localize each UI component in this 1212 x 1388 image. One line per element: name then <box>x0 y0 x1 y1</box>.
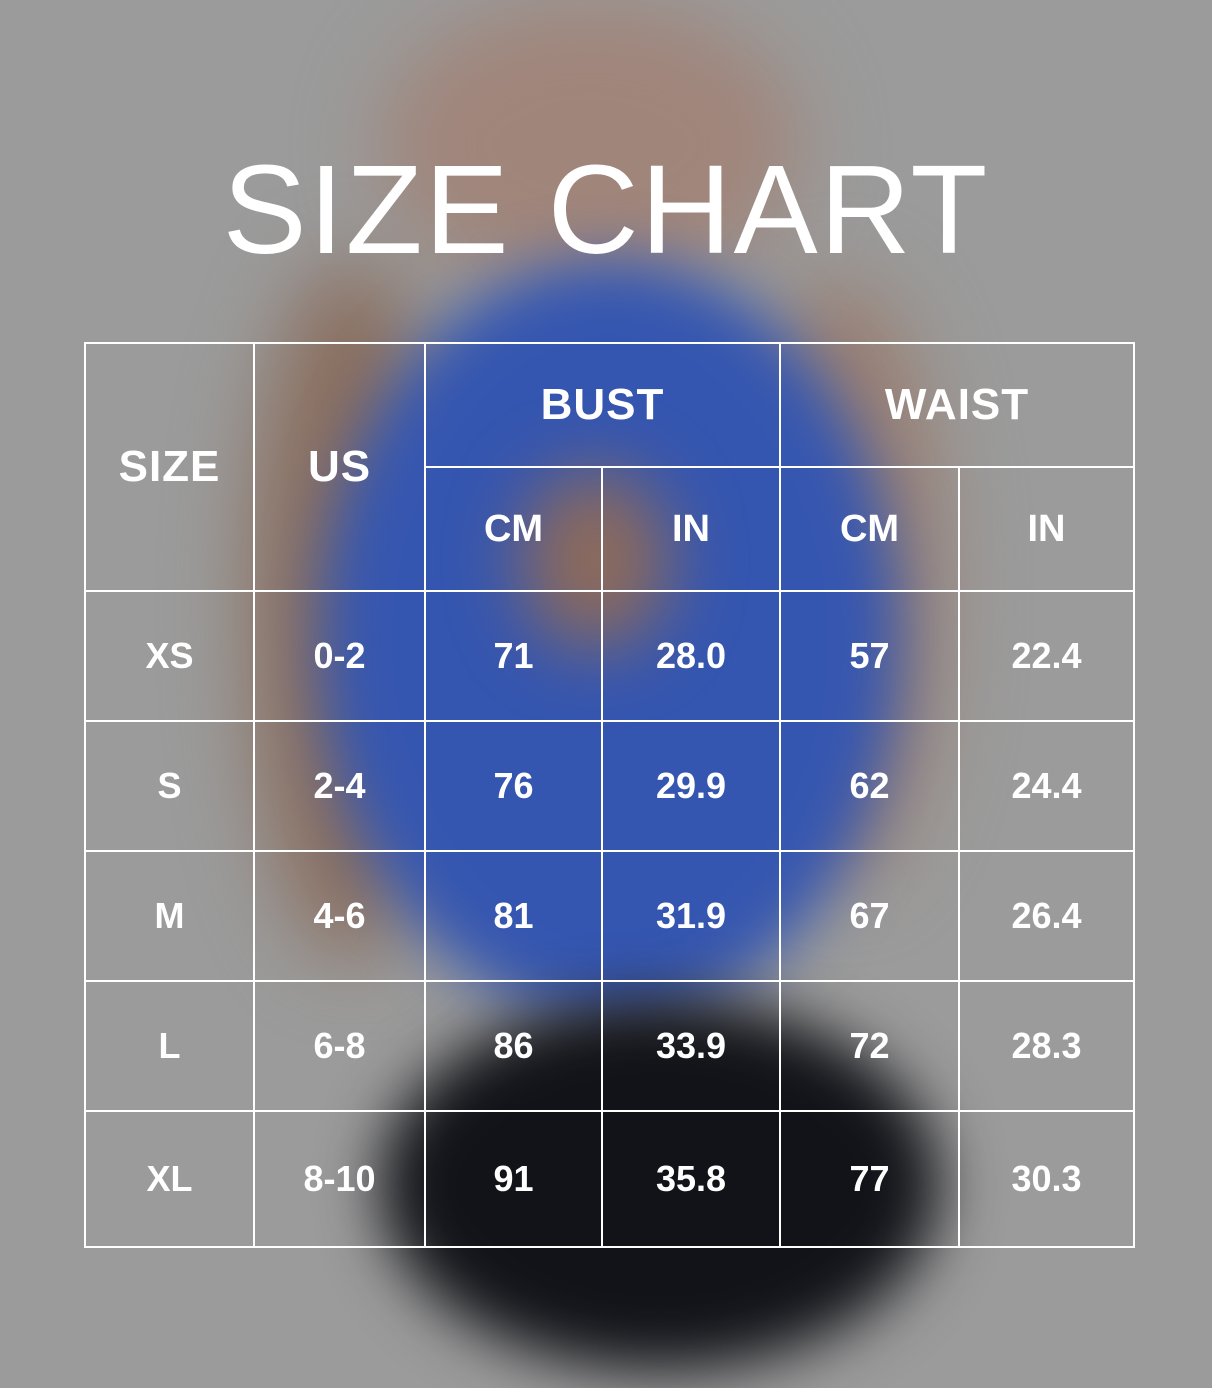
cell-waist-cm: 67 <box>779 850 960 982</box>
cell-waist-in: 24.4 <box>958 720 1135 852</box>
subheader-waist-cm: CM <box>779 466 960 592</box>
cell-waist-cm: 77 <box>779 1110 960 1248</box>
cell-us: 0-2 <box>253 590 426 722</box>
cell-bust-in: 29.9 <box>601 720 781 852</box>
cell-size: XL <box>84 1110 255 1248</box>
size-chart-table: SIZE US BUST WAIST CM IN CM IN XS 0-2 71 28… <box>84 342 1135 1248</box>
table-row: M 4-6 81 31.9 67 26.4 <box>84 850 1135 982</box>
cell-bust-cm: 81 <box>424 850 603 982</box>
cell-bust-cm: 91 <box>424 1110 603 1248</box>
cell-waist-in: 22.4 <box>958 590 1135 722</box>
table-row: S 2-4 76 29.9 62 24.4 <box>84 720 1135 852</box>
cell-bust-in: 31.9 <box>601 850 781 982</box>
cell-bust-in: 35.8 <box>601 1110 781 1248</box>
cell-waist-in: 26.4 <box>958 850 1135 982</box>
table-row: L 6-8 86 33.9 72 28.3 <box>84 980 1135 1112</box>
cell-bust-in: 28.0 <box>601 590 781 722</box>
subheader-waist-in: IN <box>958 466 1135 592</box>
cell-us: 4-6 <box>253 850 426 982</box>
cell-waist-cm: 57 <box>779 590 960 722</box>
table-row: XL 8-10 91 35.8 77 30.3 <box>84 1110 1135 1248</box>
cell-waist-in: 28.3 <box>958 980 1135 1112</box>
subheader-bust-cm: CM <box>424 466 603 592</box>
cell-size: M <box>84 850 255 982</box>
cell-size: XS <box>84 590 255 722</box>
cell-bust-cm: 86 <box>424 980 603 1112</box>
cell-waist-cm: 62 <box>779 720 960 852</box>
cell-us: 8-10 <box>253 1110 426 1248</box>
header-us: US <box>253 342 426 592</box>
cell-us: 6-8 <box>253 980 426 1112</box>
cell-bust-in: 33.9 <box>601 980 781 1112</box>
cell-waist-cm: 72 <box>779 980 960 1112</box>
header-waist: WAIST <box>779 342 1135 468</box>
cell-size: S <box>84 720 255 852</box>
cell-waist-in: 30.3 <box>958 1110 1135 1248</box>
table-row: XS 0-2 71 28.0 57 22.4 <box>84 590 1135 722</box>
header-bust: BUST <box>424 342 781 468</box>
page-title: SIZE CHART <box>222 139 990 280</box>
cell-us: 2-4 <box>253 720 426 852</box>
header-size: SIZE <box>84 342 255 592</box>
cell-bust-cm: 76 <box>424 720 603 852</box>
subheader-bust-in: IN <box>601 466 781 592</box>
cell-size: L <box>84 980 255 1112</box>
cell-bust-cm: 71 <box>424 590 603 722</box>
